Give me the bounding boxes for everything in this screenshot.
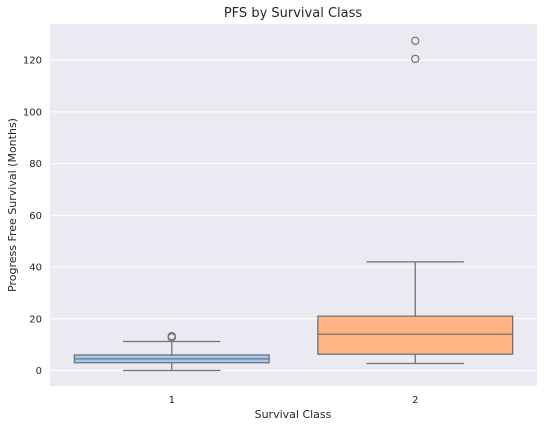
- outlier-point-2: [167, 331, 176, 341]
- x-tick-label-1: 1: [169, 395, 175, 406]
- x-tick-label-2: 2: [412, 395, 418, 406]
- box-plot-series: [73, 36, 514, 372]
- y-tick-label-20: 20: [29, 314, 42, 325]
- y-tick-label-100: 100: [23, 107, 42, 118]
- y-tick-label-40: 40: [29, 263, 42, 274]
- y-axis-label: Progress Free Survival (Months): [6, 118, 19, 292]
- box-iqr: [317, 315, 514, 355]
- outlier-point-2: [411, 36, 420, 46]
- y-tick-label-0: 0: [36, 366, 42, 377]
- y-tick-label-60: 60: [29, 211, 42, 222]
- chart-title: PFS by Survival Class: [224, 6, 363, 21]
- box-class-1: [73, 331, 270, 372]
- y-tick-label-80: 80: [29, 159, 42, 170]
- outlier-point-1: [411, 54, 420, 64]
- y-axis-ticks: 0 20 40 60 80 100 120: [23, 56, 42, 377]
- box-class-2: [317, 36, 514, 365]
- y-tick-label-120: 120: [23, 56, 42, 67]
- x-axis-label: Survival Class: [255, 408, 332, 421]
